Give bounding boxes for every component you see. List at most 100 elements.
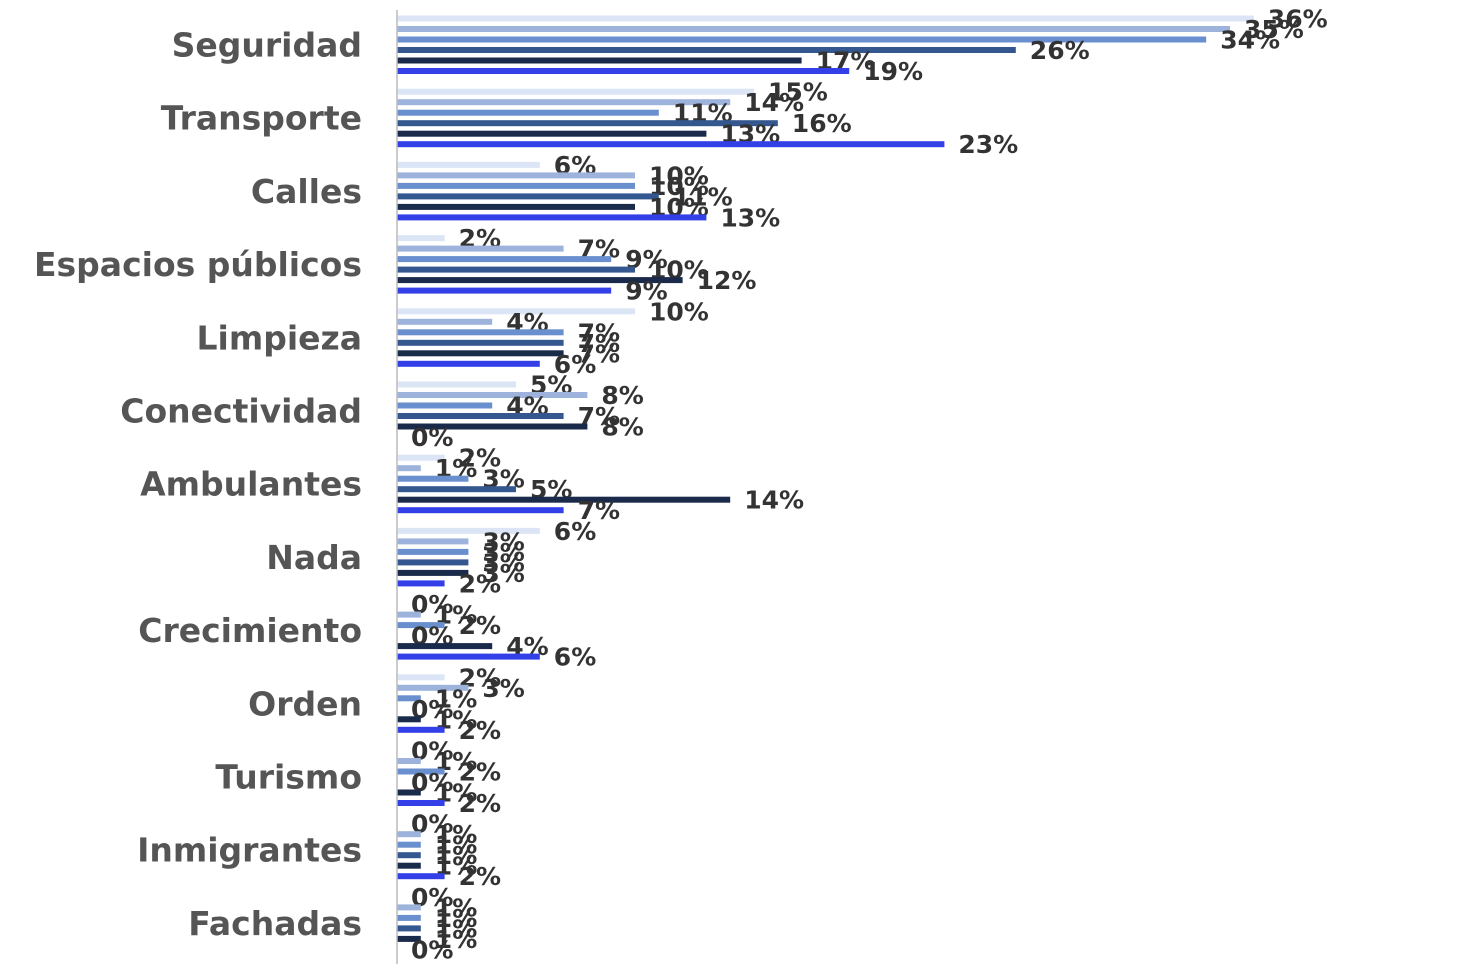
value-label: 23% <box>958 130 1018 159</box>
value-label: 36% <box>1268 5 1328 34</box>
bar <box>397 277 683 284</box>
value-label: 35% <box>1244 15 1304 44</box>
value-label: 26% <box>1030 36 1090 65</box>
value-label: 3% <box>482 559 524 588</box>
value-label: 1% <box>435 684 477 713</box>
value-label: 7% <box>578 496 620 525</box>
bar <box>397 120 778 127</box>
bar <box>397 15 1254 22</box>
bar <box>397 768 445 775</box>
value-label: 0% <box>411 935 453 964</box>
bar <box>397 653 540 660</box>
value-label: 19% <box>863 57 923 86</box>
bar <box>397 454 445 461</box>
category-label: Fachadas <box>188 904 362 943</box>
category-label: Nada <box>266 538 362 577</box>
bar <box>397 339 564 346</box>
value-label: 3% <box>482 538 524 567</box>
bar <box>397 36 1207 43</box>
bar <box>397 318 493 325</box>
bar <box>397 109 659 116</box>
value-label: 1% <box>435 904 477 933</box>
bar <box>397 925 421 932</box>
value-label: 0% <box>411 423 453 452</box>
value-label: 10% <box>649 172 709 201</box>
bar <box>397 507 564 514</box>
value-label: 2% <box>459 716 501 745</box>
bar <box>397 57 802 64</box>
bar <box>397 423 588 430</box>
value-label: 12% <box>697 266 757 295</box>
bar <box>397 381 516 388</box>
bar <box>397 465 421 472</box>
bar <box>397 486 516 493</box>
value-label: 2% <box>459 569 501 598</box>
bar <box>397 130 707 137</box>
value-label: 10% <box>649 297 709 326</box>
bar <box>397 841 421 848</box>
category-label: Inmigrantes <box>137 831 362 870</box>
bar <box>397 88 754 95</box>
bar <box>397 26 1230 32</box>
bar <box>397 203 635 210</box>
bar <box>397 392 588 398</box>
bar <box>397 862 421 869</box>
bar <box>397 475 469 482</box>
bar <box>397 402 493 409</box>
category-label: Orden <box>248 684 362 723</box>
bar <box>397 789 421 796</box>
bar <box>397 569 469 576</box>
value-label: 3% <box>482 674 524 703</box>
bar <box>397 287 612 294</box>
bar <box>397 182 635 189</box>
bar <box>397 904 421 911</box>
bar <box>397 716 421 723</box>
bar <box>397 684 469 691</box>
value-label: 2% <box>459 789 501 818</box>
category-label: Ambulantes <box>140 465 362 504</box>
value-label: 3% <box>482 527 524 556</box>
value-label: 34% <box>1220 26 1280 55</box>
bar <box>397 695 421 702</box>
category-label: Calles <box>251 172 362 211</box>
value-label: 16% <box>792 109 852 138</box>
bar <box>397 559 469 566</box>
value-label: 1% <box>435 925 477 954</box>
bar <box>397 538 469 545</box>
bar <box>397 643 493 650</box>
bar <box>397 141 945 148</box>
category-label: Limpieza <box>196 318 362 357</box>
value-label: 3% <box>482 548 524 577</box>
category-label: Transporte <box>161 99 362 138</box>
category-label: Turismo <box>215 758 362 797</box>
value-label: 14% <box>744 88 804 117</box>
bar <box>397 914 421 921</box>
bar <box>397 674 445 681</box>
value-label: 1% <box>435 820 477 849</box>
value-label: 6% <box>554 643 596 672</box>
value-label: 10% <box>649 161 709 190</box>
bar <box>397 99 731 106</box>
bar <box>397 245 564 252</box>
value-label: 11% <box>673 182 733 211</box>
value-label: 2% <box>459 444 501 473</box>
bar <box>397 622 445 629</box>
bar <box>397 266 635 273</box>
value-label: 6% <box>554 350 596 379</box>
bar <box>397 329 564 336</box>
value-label: 7% <box>578 318 620 347</box>
value-label: 2% <box>459 862 501 891</box>
bar <box>397 548 469 555</box>
value-label: 1% <box>435 914 477 943</box>
bar <box>397 527 540 534</box>
bar <box>397 496 731 503</box>
bar <box>397 68 850 74</box>
bar <box>397 193 659 200</box>
bar <box>397 214 707 221</box>
bar <box>397 758 421 764</box>
value-label: 2% <box>459 611 501 640</box>
value-label: 1% <box>435 893 477 922</box>
value-label: 7% <box>578 339 620 368</box>
value-label: 13% <box>720 203 780 232</box>
category-label: Crecimiento <box>138 611 362 650</box>
